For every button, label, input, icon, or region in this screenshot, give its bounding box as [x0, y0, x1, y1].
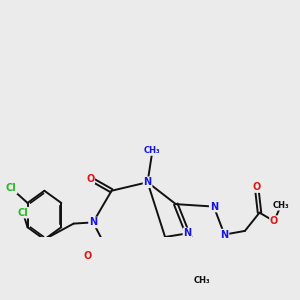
Text: CH₃: CH₃	[144, 146, 161, 155]
Text: N: N	[210, 202, 218, 212]
Text: O: O	[253, 182, 261, 192]
Text: Cl: Cl	[6, 183, 17, 193]
Text: N: N	[143, 177, 152, 187]
Text: O: O	[86, 174, 94, 184]
Text: O: O	[270, 216, 278, 226]
Text: N: N	[220, 230, 229, 240]
Text: N: N	[183, 228, 191, 238]
Text: Cl: Cl	[18, 208, 28, 218]
Text: CH₃: CH₃	[194, 276, 210, 285]
Text: N: N	[89, 218, 97, 227]
Text: O: O	[83, 251, 91, 262]
Text: CH₃: CH₃	[273, 201, 289, 210]
